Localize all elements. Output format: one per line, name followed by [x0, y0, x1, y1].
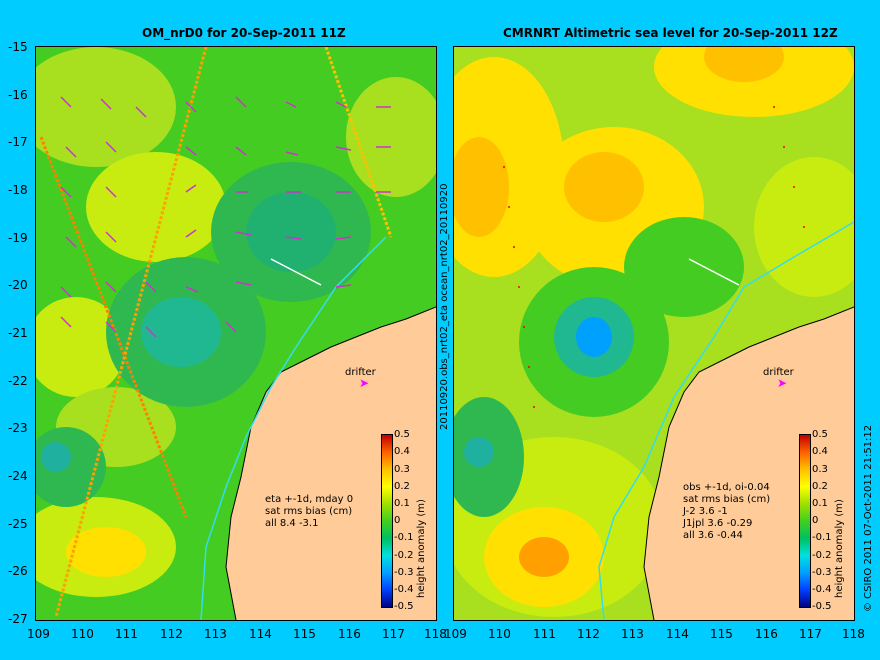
lon-tick: 113	[621, 627, 644, 641]
lon-tick: 109	[444, 627, 467, 641]
left-map	[36, 47, 436, 620]
left-stats: eta +-1d, mday 0 sat rms bias (cm) all 8…	[265, 494, 353, 530]
right-stat-line: J-2 3.6 -1	[683, 506, 728, 517]
lat-tick: -24	[8, 469, 28, 483]
lon-tick: 117	[799, 627, 822, 641]
colorbar-tick: 0.2	[812, 481, 828, 492]
side-file-label: 20110920.obs_nrt02_eta ocean_nrt02_20110…	[439, 183, 450, 430]
left-drifter-text: drifter	[345, 367, 376, 378]
lon-tick: 118	[424, 627, 447, 641]
left-stat-line: eta +-1d, mday 0	[265, 494, 354, 505]
colorbar-gradient	[381, 434, 393, 608]
drifter-arrow-icon: ➤	[777, 376, 788, 390]
right-panel-title: CMRNRT Altimetric sea level for 20-Sep-2…	[503, 26, 838, 40]
colorbar-tick: -0.3	[812, 567, 832, 578]
lat-tick: -18	[8, 183, 28, 197]
colorbar-tick: -0.4	[394, 584, 414, 595]
right-map	[454, 47, 854, 620]
colorbar-tick: 0.4	[394, 446, 410, 457]
lat-tick: -16	[8, 88, 28, 102]
colorbar-tick: 0.1	[812, 498, 828, 509]
colorbar-label: height anomaly (m)	[416, 499, 427, 598]
lat-tick: -21	[8, 326, 28, 340]
right-stat-line: obs +-1d, oi-0.04	[683, 482, 770, 493]
left-map-panel	[35, 46, 437, 621]
lat-tick: -23	[8, 421, 28, 435]
lon-tick: 112	[160, 627, 183, 641]
colorbar-gradient	[799, 434, 811, 608]
left-stat-line: all 8.4 -3.1	[265, 518, 319, 529]
colorbar-tick: -0.4	[812, 584, 832, 595]
lon-tick: 118	[842, 627, 865, 641]
lon-tick: 111	[115, 627, 138, 641]
right-stats: obs +-1d, oi-0.04 sat rms bias (cm) J-2 …	[683, 482, 770, 542]
lon-tick: 115	[293, 627, 316, 641]
lon-tick: 116	[755, 627, 778, 641]
colorbar-tick: 0.3	[812, 464, 828, 475]
lon-tick: 114	[249, 627, 272, 641]
colorbar-tick: 0	[394, 515, 401, 526]
lon-tick: 115	[710, 627, 733, 641]
colorbar-tick: -0.1	[812, 532, 832, 543]
lon-tick: 109	[27, 627, 50, 641]
lat-tick: -22	[8, 374, 28, 388]
colorbar-tick: -0.2	[394, 550, 414, 561]
colorbar-tick: -0.1	[394, 532, 414, 543]
colorbar-tick: -0.5	[394, 601, 414, 612]
left-drifter-label: drifter ➤	[345, 367, 376, 390]
drifter-arrow-icon: ➤	[359, 376, 370, 390]
colorbar-tick: 0.2	[394, 481, 410, 492]
lon-tick: 112	[577, 627, 600, 641]
credit-label: © CSIRO 2011 07-Oct-2011 21:51:12	[863, 424, 874, 612]
right-map-panel	[453, 46, 855, 621]
colorbar-tick: -0.3	[394, 567, 414, 578]
right-stat-line: J1jpl 3.6 -0.29	[683, 518, 753, 529]
colorbar-tick: 0.5	[812, 429, 828, 440]
left-stat-line: sat rms bias (cm)	[265, 506, 353, 517]
colorbar-tick: 0.4	[812, 446, 828, 457]
lon-tick: 116	[338, 627, 361, 641]
right-drifter-label: drifter ➤	[763, 367, 794, 390]
lat-tick: -17	[8, 135, 28, 149]
lon-tick: 110	[71, 627, 94, 641]
right-stat-line: sat rms bias (cm)	[683, 494, 771, 505]
right-drifter-text: drifter	[763, 367, 794, 378]
colorbar-tick: -0.2	[812, 550, 832, 561]
colorbar-label: height anomaly (m)	[834, 499, 845, 598]
lat-tick: -19	[8, 231, 28, 245]
lon-tick: 114	[666, 627, 689, 641]
lon-tick: 113	[204, 627, 227, 641]
colorbar-tick: 0.5	[394, 429, 410, 440]
lat-tick: -15	[8, 40, 28, 54]
colorbar-tick: 0.1	[394, 498, 410, 509]
lat-tick: -27	[8, 612, 28, 626]
right-stat-line: all 3.6 -0.44	[683, 530, 743, 541]
colorbar-tick: -0.5	[812, 601, 832, 612]
lat-tick: -25	[8, 517, 28, 531]
lat-tick: -26	[8, 564, 28, 578]
lon-tick: 117	[382, 627, 405, 641]
lon-tick: 110	[488, 627, 511, 641]
lon-tick: 111	[533, 627, 556, 641]
colorbar-tick: 0.3	[394, 464, 410, 475]
colorbar-tick: 0	[812, 515, 819, 526]
lat-tick: -20	[8, 278, 28, 292]
left-panel-title: OM_nrD0 for 20-Sep-2011 11Z	[142, 26, 346, 40]
